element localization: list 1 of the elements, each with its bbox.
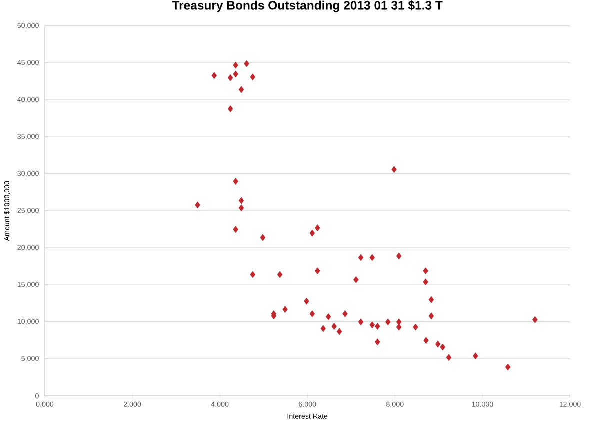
chart-title: Treasury Bonds Outstanding 2013 01 31 $1.3 T — [172, 0, 443, 12]
